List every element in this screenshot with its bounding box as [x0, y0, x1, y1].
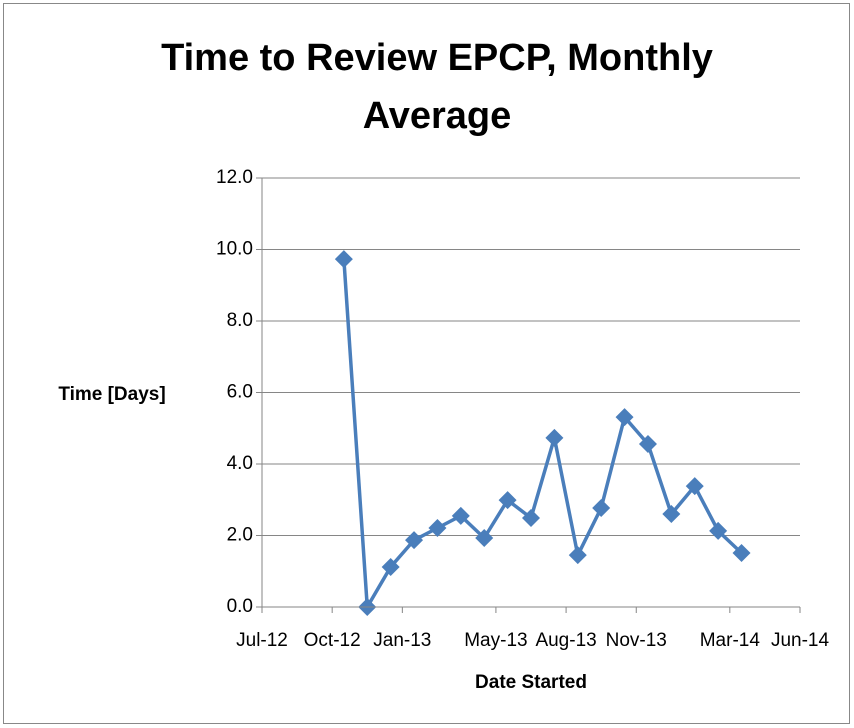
- x-tick-label: Oct-12: [304, 630, 361, 651]
- marker: [498, 491, 517, 510]
- chart-title: Average: [363, 95, 512, 137]
- marker: [615, 408, 634, 427]
- chart-title: Time to Review EPCP, Monthly: [161, 37, 713, 79]
- x-tick-label: Jun-14: [771, 630, 830, 651]
- x-tick-label: Nov-13: [606, 630, 667, 651]
- y-tick-label: 4.0: [227, 453, 253, 474]
- marker: [475, 529, 494, 548]
- marker: [405, 531, 424, 550]
- marker: [685, 477, 704, 496]
- y-tick-label: 8.0: [227, 310, 253, 331]
- marker: [428, 518, 447, 537]
- marker: [662, 505, 681, 524]
- marker: [638, 434, 657, 453]
- x-tick-label: Aug-13: [535, 630, 596, 651]
- x-tick-label: May-13: [464, 630, 527, 651]
- x-tick-label: Jul-12: [236, 630, 288, 651]
- x-tick-label: Jan-13: [373, 630, 431, 651]
- x-tick-label: Mar-14: [700, 630, 761, 651]
- y-axis-title: Time [Days]: [58, 384, 165, 405]
- y-tick-label: 6.0: [227, 382, 253, 403]
- marker: [709, 521, 728, 540]
- marker: [334, 250, 353, 269]
- y-tick-label: 2.0: [227, 525, 253, 546]
- marker: [545, 428, 564, 447]
- marker: [381, 557, 400, 576]
- marker: [522, 508, 540, 527]
- marker: [592, 498, 611, 517]
- chart-frame: [3, 3, 850, 724]
- marker: [451, 506, 470, 525]
- y-tick-label: 0.0: [227, 596, 253, 617]
- x-axis-title: Date Started: [475, 672, 587, 693]
- y-tick-label: 12.0: [216, 167, 253, 188]
- marker: [568, 546, 587, 565]
- marker: [732, 544, 751, 563]
- y-tick-label: 10.0: [216, 239, 253, 260]
